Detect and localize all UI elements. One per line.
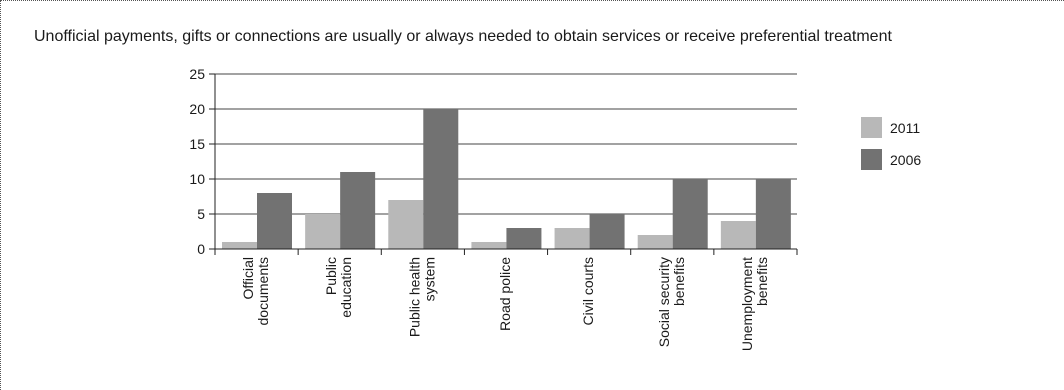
x-category-label: Social securitybenefits xyxy=(656,257,687,347)
x-category-label: Publiceducation xyxy=(323,257,354,318)
y-tick-label: 5 xyxy=(197,206,205,222)
bar-2011 xyxy=(471,242,507,249)
bar-2006 xyxy=(755,179,791,249)
bar-2011 xyxy=(222,242,257,249)
bar-2011 xyxy=(305,214,341,249)
bar-2006 xyxy=(506,228,542,249)
x-category-label: Officialdocuments xyxy=(240,257,271,325)
y-tick-label: 10 xyxy=(189,171,205,187)
legend-swatch-2006 xyxy=(861,149,882,170)
bar-2011 xyxy=(720,221,756,249)
y-tick-label: 0 xyxy=(197,241,205,257)
bar-2011 xyxy=(554,228,590,249)
bar-2006 xyxy=(672,179,708,249)
bar-2006 xyxy=(589,214,625,249)
y-tick-label: 25 xyxy=(189,66,205,82)
bar-2006 xyxy=(340,172,376,249)
y-tick-label: 20 xyxy=(189,101,205,117)
x-category-label: Public healthsystem xyxy=(406,257,437,337)
legend-label-2011: 2011 xyxy=(890,120,920,136)
x-category-label: Road police xyxy=(497,257,513,331)
y-tick-label: 15 xyxy=(189,136,205,152)
chart-title: Unofficial payments, gifts or connection… xyxy=(34,28,892,45)
x-category-label: Unemploymentbenefits xyxy=(739,257,770,351)
legend-label-2006: 2006 xyxy=(890,152,921,168)
bar-2011 xyxy=(388,200,424,249)
bar-2011 xyxy=(637,235,673,249)
bar-2006 xyxy=(257,193,292,249)
bar-2006 xyxy=(423,109,459,249)
x-category-label: Civil courts xyxy=(580,257,596,325)
legend-swatch-2011 xyxy=(861,117,882,138)
